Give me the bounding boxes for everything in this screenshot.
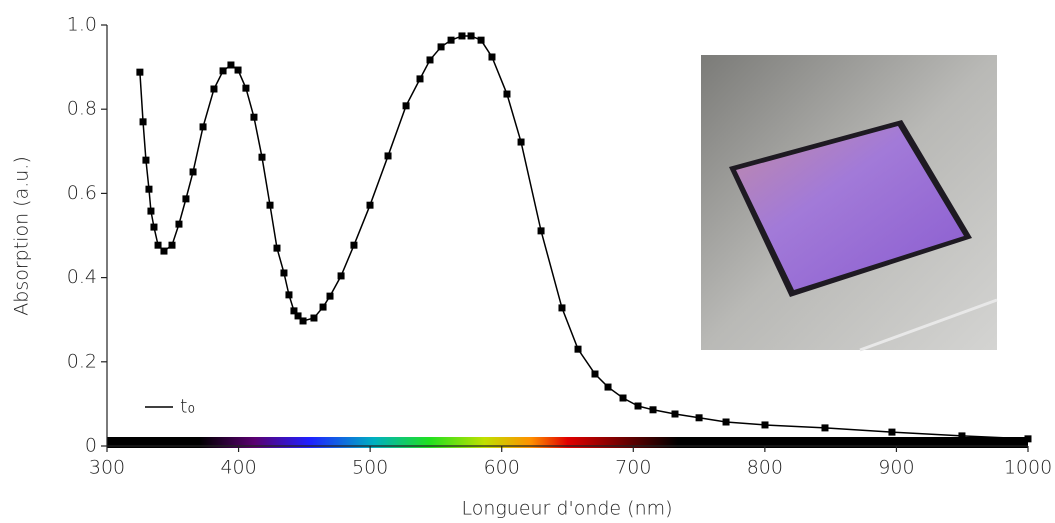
data-point [227, 61, 235, 69]
y-tick-label: 0.6 [67, 182, 97, 204]
data-point [722, 418, 730, 426]
x-tick-label: 800 [747, 457, 783, 479]
data-point [416, 75, 424, 83]
x-tick-label: 500 [352, 457, 388, 479]
data-point [591, 370, 599, 378]
data-point [350, 241, 358, 249]
x-tick-label: 600 [484, 457, 520, 479]
data-point [299, 317, 307, 325]
y-tick-label: 0.4 [67, 266, 97, 288]
data-point [384, 152, 392, 160]
data-point [326, 292, 334, 300]
data-point [1024, 435, 1032, 443]
x-tick-label: 400 [220, 457, 256, 479]
data-point [210, 85, 218, 93]
y-axis-label: Absorption (a.u.) [11, 156, 33, 315]
data-point [821, 424, 829, 432]
data-point [761, 421, 769, 429]
data-point [671, 410, 679, 418]
data-point [402, 102, 410, 110]
x-axis-label: Longueur d'onde (nm) [461, 498, 672, 520]
data-point [242, 84, 250, 92]
data-point [250, 113, 258, 121]
data-point [150, 223, 158, 231]
data-point [258, 153, 266, 161]
y-tick-label: 1.0 [67, 14, 97, 36]
x-tick-label: 900 [878, 457, 914, 479]
data-point [619, 394, 627, 402]
data-point [234, 66, 242, 74]
data-point [145, 185, 153, 193]
data-point [537, 227, 545, 235]
x-tick-label: 1000 [1004, 457, 1052, 479]
data-point [458, 32, 466, 40]
x-tick-label: 300 [89, 457, 125, 479]
data-point [182, 195, 190, 203]
data-point [426, 56, 434, 64]
data-point [558, 304, 566, 312]
data-point [503, 90, 511, 98]
data-point [517, 138, 525, 146]
data-point [160, 247, 168, 255]
data-point [280, 269, 288, 277]
data-point [437, 43, 445, 51]
data-point [139, 118, 147, 126]
data-point [266, 201, 274, 209]
data-point [366, 201, 374, 209]
data-point [154, 241, 162, 249]
inset-photo [701, 55, 998, 352]
data-point [142, 156, 150, 164]
legend-label: t₀ [180, 396, 195, 418]
data-point [604, 383, 612, 391]
data-point [147, 207, 155, 215]
data-point [319, 303, 327, 311]
data-point [175, 220, 183, 228]
data-point [649, 406, 657, 414]
data-point [285, 291, 293, 299]
y-tick-label: 0.8 [67, 98, 97, 120]
data-point [199, 123, 207, 131]
y-tick-label: 0.2 [67, 350, 97, 372]
data-point [189, 168, 197, 176]
data-point [310, 314, 318, 322]
spectrum-bar [107, 437, 1028, 448]
data-point [273, 244, 281, 252]
data-point [477, 36, 485, 44]
data-point [467, 32, 475, 40]
data-point [447, 36, 455, 44]
y-tick-label: 0 [85, 435, 97, 457]
data-point [168, 241, 176, 249]
data-point [488, 53, 496, 61]
data-point [958, 432, 966, 440]
data-point [574, 345, 582, 353]
data-point [337, 272, 345, 280]
data-point [136, 68, 144, 76]
data-point [634, 402, 642, 410]
data-point [294, 312, 302, 320]
x-tick-label: 700 [615, 457, 651, 479]
data-point [290, 307, 298, 315]
data-point [219, 67, 227, 75]
data-point [888, 428, 896, 436]
data-point [695, 414, 703, 422]
